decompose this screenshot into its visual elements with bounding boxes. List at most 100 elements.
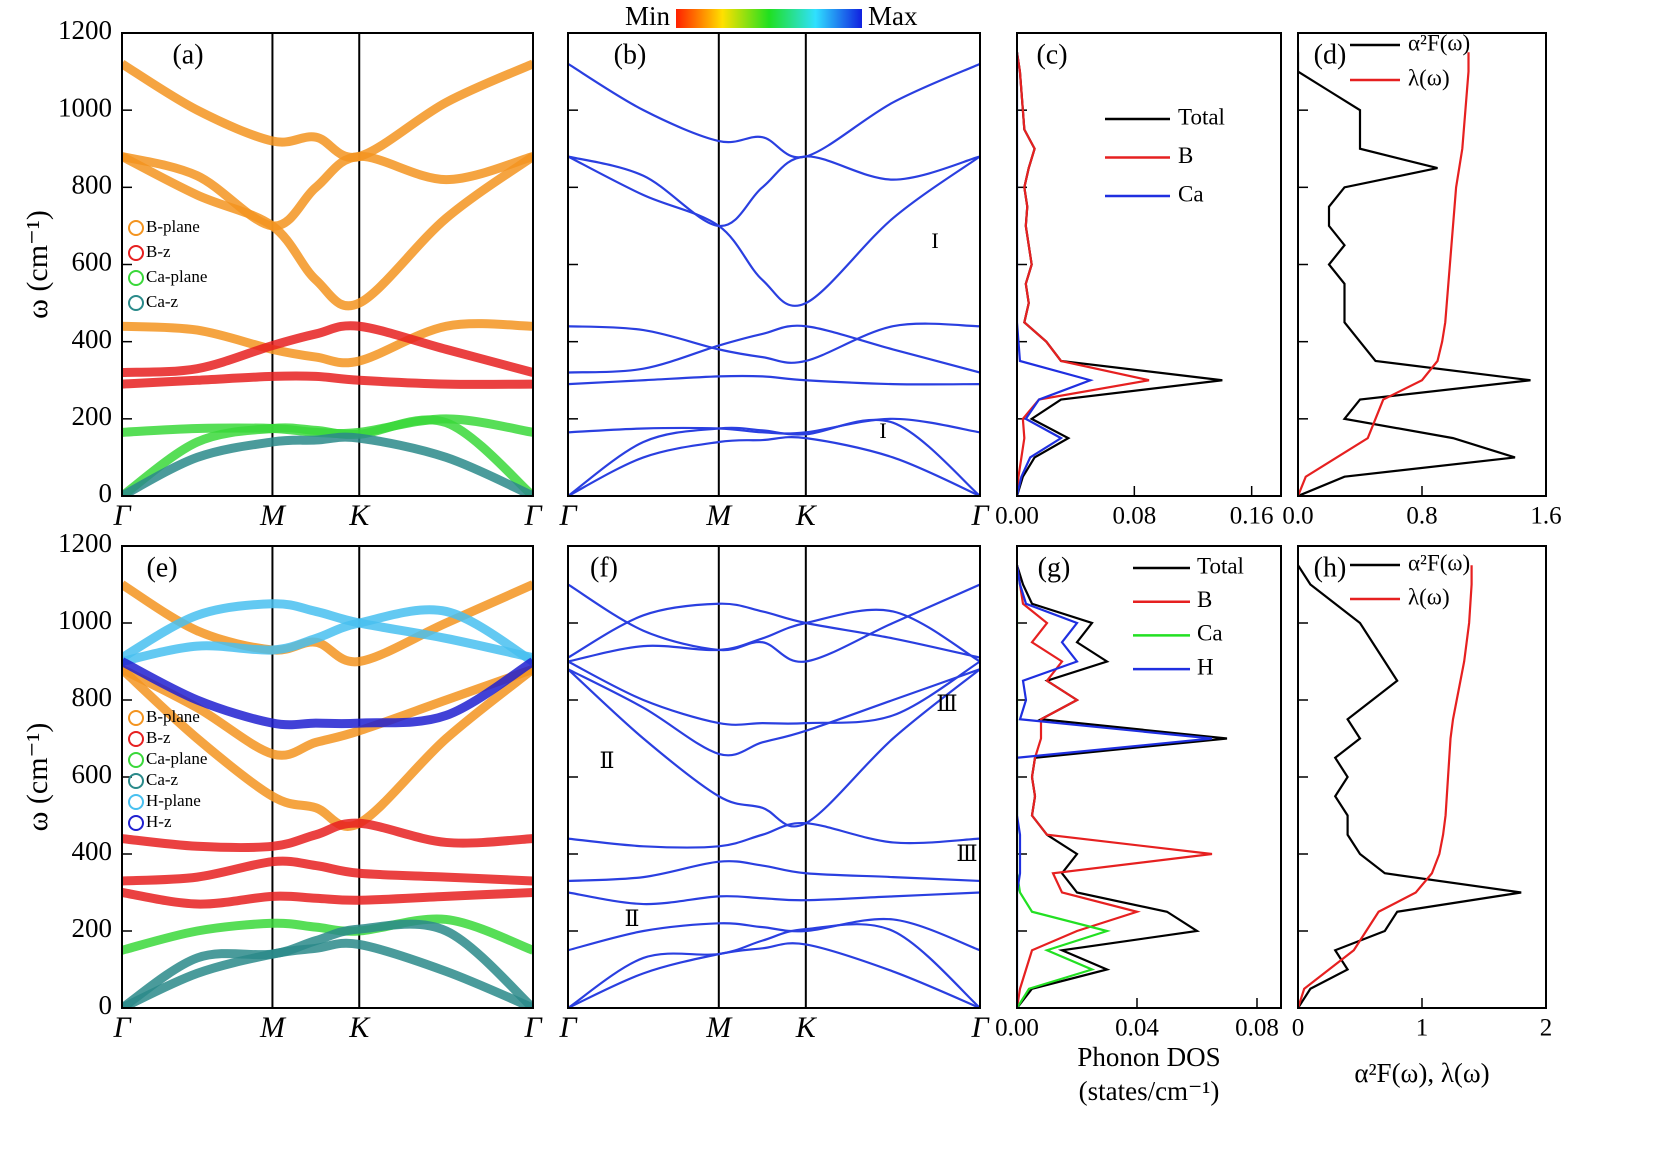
legend-marker — [128, 270, 144, 286]
x-axis-label: α²F(ω), λ(ω) — [1354, 1058, 1489, 1088]
x-tick-label: Γ — [523, 1011, 543, 1044]
y-tick-label: 0 — [99, 478, 113, 508]
legend-marker — [128, 710, 144, 726]
fat-band — [122, 371, 533, 389]
legend-label: B-plane — [146, 217, 200, 236]
y-tick-label: 400 — [72, 324, 113, 354]
x-tick-label: M — [259, 499, 287, 532]
y-tick-label: 1200 — [58, 15, 112, 45]
legend-label: B-plane — [146, 707, 200, 726]
legend-marker — [128, 220, 144, 236]
fat-band — [122, 938, 533, 1008]
annotation: Ⅲ — [956, 841, 977, 866]
x-tick-label: K — [795, 499, 818, 532]
legend-label: Ca — [1197, 621, 1223, 646]
fat-band — [122, 664, 533, 760]
band — [568, 155, 980, 228]
plot-frame — [1016, 545, 1282, 1009]
legend-label: H — [1197, 654, 1214, 679]
band — [568, 917, 980, 952]
fat-band — [122, 818, 533, 853]
plot-frame — [121, 32, 534, 497]
legend-marker — [128, 731, 144, 747]
legend-label: Total — [1178, 104, 1225, 129]
legend-marker — [128, 794, 144, 810]
legend-label: B — [1178, 143, 1193, 168]
fat-band — [122, 599, 533, 663]
dos-line — [1298, 52, 1470, 496]
legend-label: Ca-z — [146, 292, 179, 311]
band — [568, 583, 980, 663]
x-tick-label: Γ — [112, 499, 132, 532]
legend-label: α²F(ω) — [1408, 550, 1470, 575]
fat-band — [122, 151, 533, 231]
y-tick-label: 1200 — [58, 528, 112, 558]
panel-label: (h) — [1314, 552, 1347, 583]
band — [568, 322, 980, 364]
band — [568, 436, 980, 496]
dos-line — [1017, 564, 1228, 1008]
dos-line — [1017, 52, 1150, 496]
annotation: I — [879, 418, 886, 443]
panel-label: (d) — [1314, 39, 1347, 70]
legend-marker — [128, 295, 144, 311]
x-tick-label: 0.0 — [1282, 503, 1313, 530]
x-tick-label: Γ — [523, 499, 543, 532]
x-tick-label: 0.00 — [995, 1015, 1039, 1042]
legend-label: λ(ω) — [1408, 65, 1450, 90]
dos-line — [1298, 52, 1531, 496]
plot-frame — [1016, 32, 1282, 497]
band — [568, 923, 980, 1008]
dos-line — [1017, 565, 1111, 1008]
dos-line — [1017, 52, 1094, 496]
y-axis-label: ω (cm⁻¹) — [21, 723, 54, 832]
panel-label: (b) — [614, 39, 647, 70]
band — [568, 324, 980, 374]
colorbar-label: Max — [868, 1, 918, 31]
band — [568, 860, 980, 883]
x-tick-label: K — [795, 1011, 818, 1044]
dos-line — [1017, 565, 1213, 1008]
panel-label: (f) — [590, 552, 618, 583]
legend-label: B-z — [146, 242, 171, 261]
y-tick-label: 0 — [99, 990, 113, 1020]
x-tick-label: Γ — [558, 499, 578, 532]
legend-label: Ca-plane — [146, 749, 207, 768]
panel-label: (c) — [1036, 39, 1067, 70]
fat-band — [122, 657, 533, 730]
x-tick-label: 0.8 — [1406, 503, 1437, 530]
band — [568, 660, 980, 726]
fat-band — [122, 321, 533, 378]
fat-band — [122, 914, 533, 955]
band — [568, 942, 980, 1008]
fat-band — [122, 152, 533, 311]
colorbar-label: Min — [625, 1, 671, 31]
x-tick-label: 1.6 — [1530, 503, 1561, 530]
x-tick-label: Γ — [112, 1011, 132, 1044]
plot-frame — [1297, 545, 1547, 1009]
legend-marker — [128, 245, 144, 261]
legend-label: λ(ω) — [1408, 584, 1450, 609]
band — [568, 602, 980, 659]
panel-label: (e) — [146, 552, 177, 583]
dos-line — [1298, 564, 1522, 1008]
x-tick-label: 1 — [1416, 1015, 1429, 1042]
x-axis-label: Phonon DOS — [1077, 1042, 1220, 1072]
annotation: Ⅱ — [625, 906, 640, 931]
x-axis-label: (states/cm⁻¹) — [1079, 1076, 1220, 1106]
x-tick-label: M — [705, 499, 733, 532]
panel-label: (g) — [1038, 552, 1071, 583]
legend-label: H-plane — [146, 791, 201, 810]
x-tick-label: 0.00 — [995, 503, 1039, 530]
band — [568, 62, 980, 159]
x-tick-label: 0.08 — [1112, 503, 1156, 530]
x-tick-label: M — [705, 1011, 733, 1044]
legend-marker — [128, 815, 144, 831]
band — [568, 891, 980, 906]
x-tick-label: 0.16 — [1230, 503, 1274, 530]
fat-band — [122, 414, 533, 438]
dos-line — [1017, 565, 1213, 1008]
annotation: I — [931, 228, 938, 253]
plot-frame — [121, 545, 534, 1009]
